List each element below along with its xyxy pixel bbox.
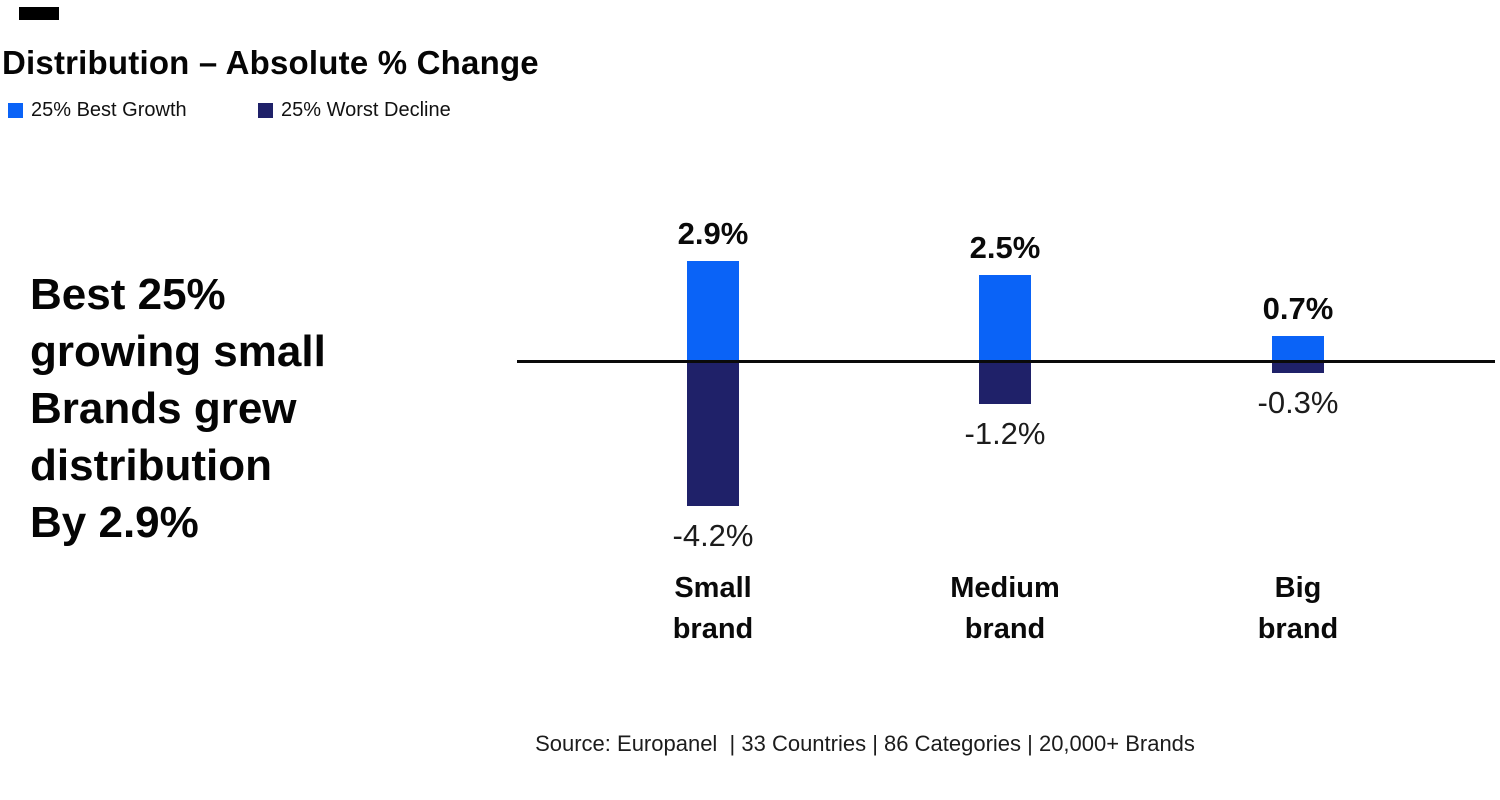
key-insight-line: distribution	[30, 441, 272, 490]
bar-value-negative: -1.2%	[964, 415, 1046, 451]
bar-worst-decline	[979, 363, 1031, 404]
category-label: Big brand	[1188, 568, 1408, 650]
key-insight-text: Best 25% growing small Brands grew distribu…	[30, 266, 326, 551]
bar-value-negative: -4.2%	[672, 517, 754, 553]
bar-value-positive: 2.9%	[677, 216, 749, 252]
bar-best-growth	[1272, 336, 1324, 360]
bar-value-positive: 0.7%	[1262, 291, 1334, 327]
category-label-line: Small	[674, 572, 752, 604]
source-note: Source: Europanel | 33 Countries | 86 Ca…	[535, 731, 1195, 756]
category-label-line: brand	[1257, 613, 1339, 645]
legend-label: 25% Worst Decline	[281, 98, 451, 121]
bar-value-negative: -0.3%	[1257, 385, 1339, 421]
category-label: Medium brand	[895, 568, 1115, 650]
legend-swatch-icon	[258, 102, 273, 118]
legend-swatch-icon	[8, 102, 23, 118]
category-label-line: brand	[964, 613, 1046, 645]
bar-best-growth	[979, 275, 1031, 360]
chart-title: Distribution – Absolute % Change	[2, 44, 539, 81]
category-label: Small brand	[603, 568, 823, 650]
category-label-line: Big	[1274, 572, 1322, 604]
key-insight-line: By 2.9%	[30, 498, 199, 547]
top-left-mark	[19, 7, 59, 20]
key-insight-line: growing small	[30, 327, 326, 376]
bar-worst-decline	[1272, 363, 1324, 374]
legend-label: 25% Best Growth	[31, 98, 187, 121]
legend-item: 25% Worst Decline	[258, 99, 451, 121]
category-label-line: Medium	[950, 572, 1060, 604]
bar-worst-decline	[687, 363, 739, 506]
bar-best-growth	[687, 261, 739, 360]
legend-item: 25% Best Growth	[8, 99, 187, 121]
key-insight-line: Brands grew	[30, 384, 297, 433]
key-insight-line: Best 25%	[30, 270, 226, 319]
category-label-line: brand	[672, 613, 754, 645]
bar-value-positive: 2.5%	[969, 230, 1041, 265]
zero-axis-line	[517, 360, 1495, 363]
